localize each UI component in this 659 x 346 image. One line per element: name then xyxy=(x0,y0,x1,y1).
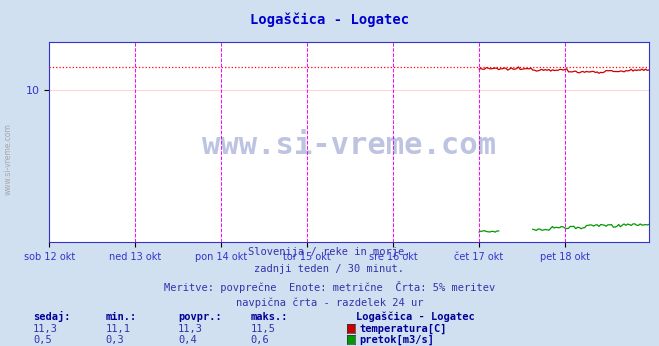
Text: Slovenija / reke in morje.: Slovenija / reke in morje. xyxy=(248,247,411,257)
Text: www.si-vreme.com: www.si-vreme.com xyxy=(202,131,496,161)
Text: 11,3: 11,3 xyxy=(178,324,203,334)
Text: 0,5: 0,5 xyxy=(33,335,51,345)
Text: zadnji teden / 30 minut.: zadnji teden / 30 minut. xyxy=(254,264,405,274)
Text: temperatura[C]: temperatura[C] xyxy=(359,324,447,334)
Text: povpr.:: povpr.: xyxy=(178,312,221,321)
Text: Logaščica - Logatec: Logaščica - Logatec xyxy=(356,311,474,322)
Text: 0,3: 0,3 xyxy=(105,335,124,345)
Text: Meritve: povprečne  Enote: metrične  Črta: 5% meritev: Meritve: povprečne Enote: metrične Črta:… xyxy=(164,281,495,293)
Text: navpična črta - razdelek 24 ur: navpična črta - razdelek 24 ur xyxy=(236,297,423,308)
Text: 11,3: 11,3 xyxy=(33,324,58,334)
Text: 11,5: 11,5 xyxy=(250,324,275,334)
Text: Logaščica - Logatec: Logaščica - Logatec xyxy=(250,12,409,27)
Text: 11,1: 11,1 xyxy=(105,324,130,334)
Text: min.:: min.: xyxy=(105,312,136,321)
Text: 0,4: 0,4 xyxy=(178,335,196,345)
Text: sedaj:: sedaj: xyxy=(33,311,71,322)
Text: pretok[m3/s]: pretok[m3/s] xyxy=(359,335,434,345)
Text: www.si-vreme.com: www.si-vreme.com xyxy=(4,123,13,195)
Text: maks.:: maks.: xyxy=(250,312,288,321)
Text: 0,6: 0,6 xyxy=(250,335,269,345)
